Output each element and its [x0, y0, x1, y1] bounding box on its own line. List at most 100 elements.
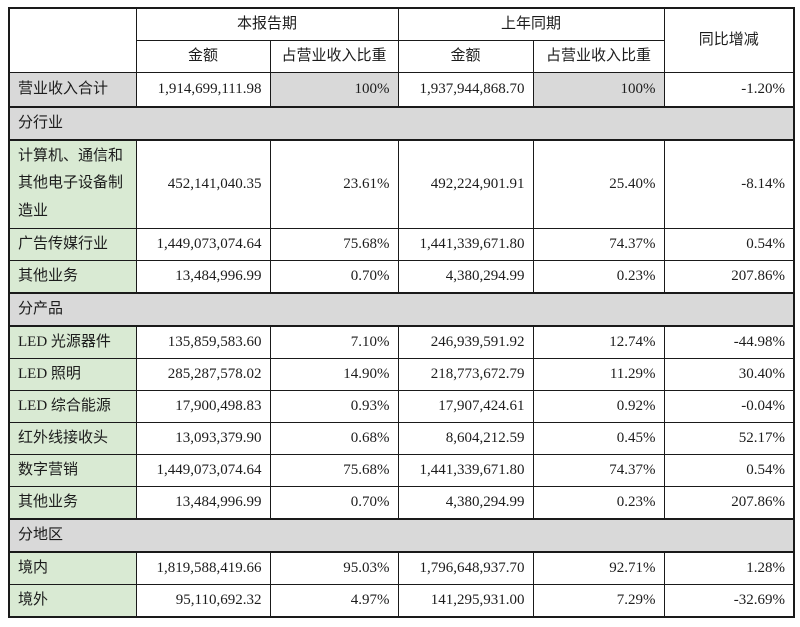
cell-prior-amount: 4,380,294.99: [397, 485, 534, 520]
cell-current-share: 4.97%: [269, 583, 399, 618]
cell-current-amount: 95,110,692.32: [135, 583, 271, 618]
row-label: 境内: [8, 551, 137, 585]
header-prior-period: 上年同期: [397, 7, 665, 41]
cell-current-share: 75.68%: [269, 453, 399, 487]
cell-prior-amount: 218,773,672.79: [397, 357, 534, 391]
header-row-periods: 本报告期 上年同期 同比增减: [8, 7, 795, 73]
header-current-amount: 金额: [135, 40, 271, 73]
cell-prior-amount: 492,224,901.91: [397, 139, 534, 229]
cell-yoy: 30.40%: [663, 357, 795, 391]
cell-current-share: 75.68%: [269, 227, 399, 261]
row-label: LED 光源器件: [8, 325, 137, 359]
header-current-period: 本报告期: [135, 7, 399, 41]
cell-current-share: 23.61%: [269, 139, 399, 229]
cell-prior-amount: 17,907,424.61: [397, 389, 534, 423]
cell-prior-share: 25.40%: [532, 139, 665, 229]
cell-yoy: 207.86%: [663, 259, 795, 294]
table-row-total-revenue: 营业收入合计 1,914,699,111.98 100% 1,937,944,8…: [8, 72, 795, 108]
cell-current-share: 95.03%: [269, 551, 399, 585]
row-label: 境外: [8, 583, 137, 618]
table-row: 其他业务 13,484,996.99 0.70% 4,380,294.99 0.…: [8, 485, 795, 520]
cell-current-share: 0.68%: [269, 421, 399, 455]
table-row: 广告传媒行业 1,449,073,074.64 75.68% 1,441,339…: [8, 227, 795, 261]
table-row: 境外 95,110,692.32 4.97% 141,295,931.00 7.…: [8, 583, 795, 618]
cell-prior-share: 100%: [532, 72, 665, 107]
table-row: 红外线接收头 13,093,379.90 0.68% 8,604,212.59 …: [8, 421, 795, 455]
cell-prior-amount: 141,295,931.00: [397, 583, 534, 618]
cell-current-amount: 1,449,073,074.64: [135, 453, 271, 487]
cell-yoy: 0.54%: [663, 453, 795, 487]
header-current-share: 占营业收入比重: [269, 40, 399, 73]
section-title: 分行业: [8, 105, 795, 141]
cell-prior-amount: 1,441,339,671.80: [397, 227, 534, 261]
cell-current-amount: 13,484,996.99: [135, 485, 271, 520]
section-row-by-industry: 分行业: [8, 105, 795, 141]
row-label: 营业收入合计: [8, 72, 137, 108]
row-label: LED 照明: [8, 357, 137, 391]
cell-yoy: -0.04%: [663, 389, 795, 423]
cell-prior-amount: 246,939,591.92: [397, 325, 534, 359]
row-label: 其他业务: [8, 259, 137, 294]
cell-prior-share: 0.92%: [532, 389, 665, 423]
section-title: 分产品: [8, 291, 795, 327]
revenue-breakdown-table: 本报告期 上年同期 同比增减 金额 占营业收入比重 金额 占营业收入比重 营业收…: [8, 7, 796, 618]
cell-current-amount: 285,287,578.02: [135, 357, 271, 391]
row-label: LED 综合能源: [8, 389, 137, 423]
cell-yoy: -32.69%: [663, 583, 795, 618]
cell-current-share: 100%: [269, 72, 399, 107]
table-row: LED 照明 285,287,578.02 14.90% 218,773,672…: [8, 357, 795, 391]
row-label: 其他业务: [8, 485, 137, 520]
table-row: 计算机、通信和其他电子设备制造业 452,141,040.35 23.61% 4…: [8, 139, 795, 229]
cell-prior-share: 0.23%: [532, 485, 665, 520]
cell-prior-share: 11.29%: [532, 357, 665, 391]
table-row: LED 综合能源 17,900,498.83 0.93% 17,907,424.…: [8, 389, 795, 423]
cell-current-amount: 1,449,073,074.64: [135, 227, 271, 261]
row-label: 计算机、通信和其他电子设备制造业: [8, 139, 137, 229]
cell-prior-share: 74.37%: [532, 453, 665, 487]
cell-yoy: 0.54%: [663, 227, 795, 261]
cell-prior-amount: 1,441,339,671.80: [397, 453, 534, 487]
cell-prior-amount: 4,380,294.99: [397, 259, 534, 294]
row-label: 数字营销: [8, 453, 137, 487]
corner-cell: [8, 7, 137, 73]
header-prior-share: 占营业收入比重: [532, 40, 665, 73]
row-label: 红外线接收头: [8, 421, 137, 455]
cell-prior-share: 0.23%: [532, 259, 665, 294]
cell-current-share: 0.93%: [269, 389, 399, 423]
cell-yoy: 207.86%: [663, 485, 795, 520]
cell-prior-share: 92.71%: [532, 551, 665, 585]
cell-current-share: 14.90%: [269, 357, 399, 391]
cell-yoy: -44.98%: [663, 325, 795, 359]
cell-prior-amount: 1,796,648,937.70: [397, 551, 534, 585]
cell-prior-amount: 8,604,212.59: [397, 421, 534, 455]
section-title: 分地区: [8, 517, 795, 553]
section-row-by-product: 分产品: [8, 291, 795, 327]
row-label: 广告传媒行业: [8, 227, 137, 261]
cell-current-share: 7.10%: [269, 325, 399, 359]
cell-current-amount: 13,093,379.90: [135, 421, 271, 455]
cell-prior-share: 7.29%: [532, 583, 665, 618]
cell-current-amount: 17,900,498.83: [135, 389, 271, 423]
cell-current-share: 0.70%: [269, 259, 399, 294]
header-yoy-change: 同比增减: [663, 7, 795, 73]
cell-current-amount: 452,141,040.35: [135, 139, 271, 229]
cell-prior-amount: 1,937,944,868.70: [397, 72, 534, 107]
cell-current-amount: 1,914,699,111.98: [135, 72, 271, 107]
section-row-by-region: 分地区: [8, 517, 795, 553]
cell-current-amount: 13,484,996.99: [135, 259, 271, 294]
cell-current-amount: 135,859,583.60: [135, 325, 271, 359]
table-row: LED 光源器件 135,859,583.60 7.10% 246,939,59…: [8, 325, 795, 359]
cell-current-amount: 1,819,588,419.66: [135, 551, 271, 585]
cell-prior-share: 12.74%: [532, 325, 665, 359]
cell-prior-share: 0.45%: [532, 421, 665, 455]
cell-current-share: 0.70%: [269, 485, 399, 520]
cell-yoy: 52.17%: [663, 421, 795, 455]
header-row-metrics: 金额 占营业收入比重 金额 占营业收入比重: [9, 40, 794, 73]
cell-yoy: 1.28%: [663, 551, 795, 585]
header-prior-amount: 金额: [397, 40, 534, 73]
table-row: 其他业务 13,484,996.99 0.70% 4,380,294.99 0.…: [8, 259, 795, 294]
cell-yoy: -1.20%: [663, 72, 795, 107]
cell-prior-share: 74.37%: [532, 227, 665, 261]
cell-yoy: -8.14%: [663, 139, 795, 229]
